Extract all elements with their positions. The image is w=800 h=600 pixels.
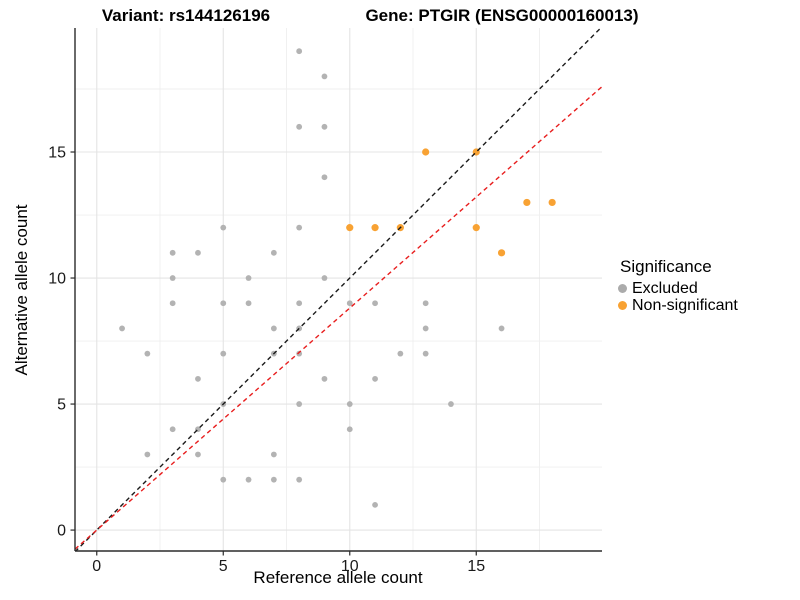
data-point-excluded	[195, 451, 201, 458]
data-point-excluded	[270, 249, 277, 256]
data-point-excluded	[245, 275, 252, 281]
data-point-excluded	[169, 275, 176, 281]
legend-key-dot-icon	[618, 301, 627, 310]
data-point-excluded	[296, 350, 303, 357]
data-point-excluded	[321, 275, 328, 281]
data-point-excluded	[321, 375, 328, 382]
data-point-excluded	[220, 350, 227, 357]
data-point-excluded	[296, 300, 303, 307]
data-point-excluded	[270, 476, 277, 483]
x-axis-title: Reference allele count	[253, 568, 423, 587]
data-point-excluded	[372, 375, 378, 382]
data-point-excluded	[220, 476, 227, 483]
data-point-excluded	[144, 350, 151, 357]
x-tick-label: 15	[467, 558, 485, 575]
data-point-excluded	[321, 73, 328, 80]
legend-title: Significance	[620, 257, 712, 276]
y-tick-label: 0	[57, 523, 66, 540]
data-point-excluded	[397, 350, 404, 357]
data-point-excluded	[346, 426, 353, 433]
data-point-excluded	[422, 325, 429, 332]
legend-item-non-significant: Non-significant	[618, 297, 738, 314]
y-tick-label: 5	[57, 397, 66, 414]
data-point-excluded	[245, 476, 252, 483]
data-point-excluded	[346, 401, 353, 407]
data-point-excluded	[220, 224, 227, 231]
x-tick-label: 0	[92, 558, 101, 575]
data-point-excluded	[144, 451, 151, 458]
data-point-excluded	[220, 300, 227, 307]
data-point-excluded	[372, 501, 378, 508]
data-point-excluded	[169, 249, 176, 256]
data-point-excluded	[245, 300, 252, 307]
fit-line	[75, 86, 602, 550]
y-axis-title: Alternative allele count	[12, 204, 31, 376]
data-point-non-significant	[346, 224, 354, 232]
data-point-non-significant	[548, 198, 556, 207]
legend-item-label: Non-significant	[632, 296, 738, 314]
legend-items: Excluded Non-significant	[618, 280, 738, 314]
data-point-excluded	[195, 375, 201, 382]
data-point-excluded	[270, 451, 277, 458]
gene-title: Gene: PTGIR (ENSG00000160013)	[365, 6, 639, 25]
variant-title: Variant: rs144126196	[101, 6, 271, 25]
data-point-excluded	[422, 350, 429, 357]
data-point-excluded	[372, 300, 378, 307]
data-point-excluded	[296, 401, 303, 407]
data-point-excluded	[296, 123, 303, 130]
legend-item-excluded: Excluded	[618, 280, 738, 297]
data-point-excluded	[498, 325, 505, 332]
data-point-excluded	[296, 476, 303, 483]
data-point-non-significant	[371, 224, 379, 232]
data-point-non-significant	[472, 224, 480, 232]
data-point-non-significant	[523, 198, 531, 207]
data-point-non-significant	[422, 148, 430, 156]
data-point-excluded	[422, 300, 429, 307]
x-tick-label: 5	[219, 558, 228, 575]
data-point-non-significant	[497, 249, 506, 257]
data-point-excluded	[321, 123, 328, 130]
data-point-excluded	[195, 249, 201, 256]
data-point-excluded	[296, 48, 303, 55]
legend-item-label: Excluded	[632, 279, 698, 297]
x-tick-label: 10	[341, 558, 359, 575]
y-tick-label: 10	[48, 271, 66, 288]
y-tick-label: 15	[48, 145, 66, 162]
data-point-excluded	[169, 426, 176, 433]
legend: Significance Excluded Non-significant	[618, 257, 738, 314]
data-point-excluded	[296, 224, 303, 231]
identity-line	[75, 28, 602, 551]
data-point-excluded	[169, 300, 176, 307]
data-point-excluded	[321, 174, 328, 181]
data-point-excluded	[346, 300, 353, 307]
legend-key-dot-icon	[618, 284, 627, 293]
data-point-excluded	[448, 401, 454, 407]
data-point-excluded	[270, 325, 277, 332]
data-point-excluded	[119, 325, 125, 332]
